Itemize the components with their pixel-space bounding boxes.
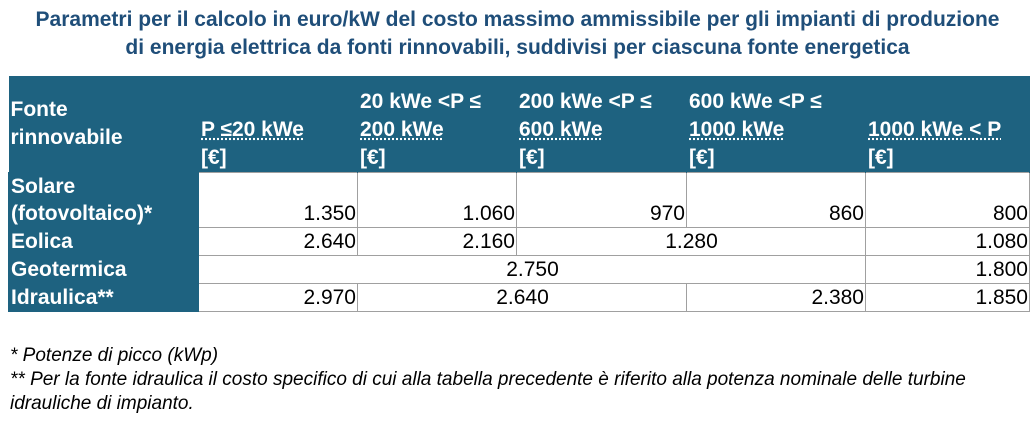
cell-solare-2: 1.060 (357, 172, 517, 228)
cell-geotermica-1-4: 2.750 (198, 255, 866, 284)
footnote-2: ** Per la fonte idraulica il costo speci… (10, 369, 966, 414)
cell-eolica-2: 2.160 (357, 227, 517, 256)
cell-geotermica-5: 1.800 (865, 255, 1030, 284)
header-20-200: 20 kWe <P ≤ 200 kWe [€] (357, 76, 517, 173)
cell-eolica-5: 1.080 (865, 227, 1030, 256)
page-title: Parametri per il calcolo in euro/kW del … (0, 6, 1035, 62)
header-gt-1000: 1000 kWe < P [€] (865, 76, 1030, 173)
table-row-idraulica: Idraulica** 2.970 2.640 2.380 1.850 (8, 283, 1030, 312)
parameters-table: Fonte rinnovabile P ≤20 kWe [€] 20 kWe <… (8, 76, 1030, 312)
table-row-eolica: Eolica 2.640 2.160 1.280 1.080 (8, 227, 1030, 256)
row-label-eolica: Eolica (8, 227, 199, 256)
cell-solare-3: 970 (516, 172, 687, 228)
table-row-geotermica: Geotermica 2.750 1.800 (8, 255, 1030, 284)
cell-eolica-1: 2.640 (198, 227, 358, 256)
cell-solare-5: 800 (865, 172, 1030, 228)
header-600-1000: 600 kWe <P ≤ 1000 kWe [€] (686, 76, 866, 173)
cell-idraulica-4: 2.380 (686, 283, 866, 312)
cell-idraulica-5: 1.850 (865, 283, 1030, 312)
header-fonte-rinnovabile: Fonte rinnovabile (8, 76, 199, 173)
cell-eolica-3-4: 1.280 (516, 227, 866, 256)
header-200-600: 200 kWe <P ≤ 600 kWe [€] (516, 76, 687, 173)
cell-idraulica-1: 2.970 (198, 283, 358, 312)
cell-idraulica-2-3: 2.640 (357, 283, 687, 312)
footnote-1: * Potenze di picco (kWp) (10, 345, 219, 366)
row-label-solare: Solare (fotovoltaico)* (8, 172, 199, 228)
row-label-geotermica: Geotermica (8, 255, 199, 284)
row-label-idraulica: Idraulica** (8, 283, 199, 312)
title-line-2: di energia elettrica da fonti rinnovabil… (125, 36, 910, 59)
table-row-solare: Solare (fotovoltaico)* 1.350 1.060 970 8… (8, 172, 1030, 228)
header-row: Fonte rinnovabile P ≤20 kWe [€] 20 kWe <… (8, 76, 1030, 173)
header-p-le-20: P ≤20 kWe [€] (198, 76, 358, 173)
footnotes: * Potenze di picco (kWp) ** Per la fonte… (10, 344, 1020, 416)
cell-solare-1: 1.350 (198, 172, 358, 228)
title-line-1: Parametri per il calcolo in euro/kW del … (35, 8, 1000, 31)
cell-solare-4: 860 (686, 172, 866, 228)
